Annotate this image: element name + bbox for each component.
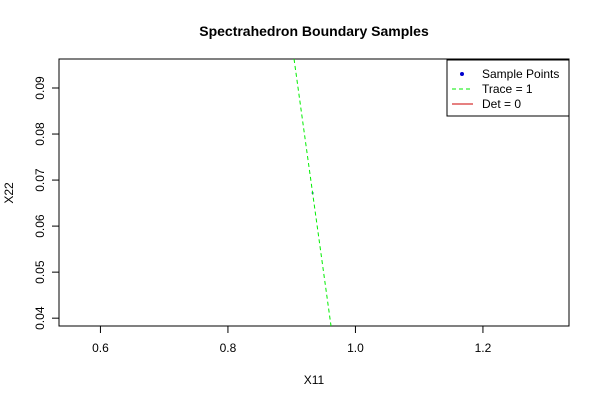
x-tick-label: 0.8 — [220, 341, 237, 355]
x-tick-label: 0.6 — [92, 341, 109, 355]
y-axis-label: X22 — [2, 182, 16, 204]
legend-label: Trace = 1 — [482, 82, 533, 96]
x-tick-label: 1.2 — [475, 341, 492, 355]
y-tick-label: 0.04 — [33, 306, 47, 330]
legend-marker-points — [460, 72, 464, 76]
chart-title: Spectrahedron Boundary Samples — [199, 23, 429, 39]
x-tick-label: 1.0 — [347, 341, 364, 355]
series-layer — [293, 58, 332, 327]
y-tick-label: 0.09 — [33, 76, 47, 100]
x-axis: 0.6 0.8 1.0 1.2 — [92, 326, 492, 355]
trace-line — [293, 58, 332, 327]
x-axis-label: X11 — [304, 373, 325, 387]
y-tick-label: 0.05 — [33, 260, 47, 284]
plot-area — [58, 58, 570, 327]
y-tick-label: 0.08 — [33, 122, 47, 146]
plot-frame — [58, 58, 570, 327]
legend-label: Det = 0 — [482, 97, 521, 111]
legend-label: Sample Points — [482, 67, 559, 81]
legend-box — [446, 59, 570, 117]
y-tick-label: 0.06 — [33, 214, 47, 238]
y-tick-label: 0.07 — [33, 168, 47, 192]
y-axis: 0.04 0.05 0.06 0.07 0.08 0.09 — [33, 76, 59, 330]
